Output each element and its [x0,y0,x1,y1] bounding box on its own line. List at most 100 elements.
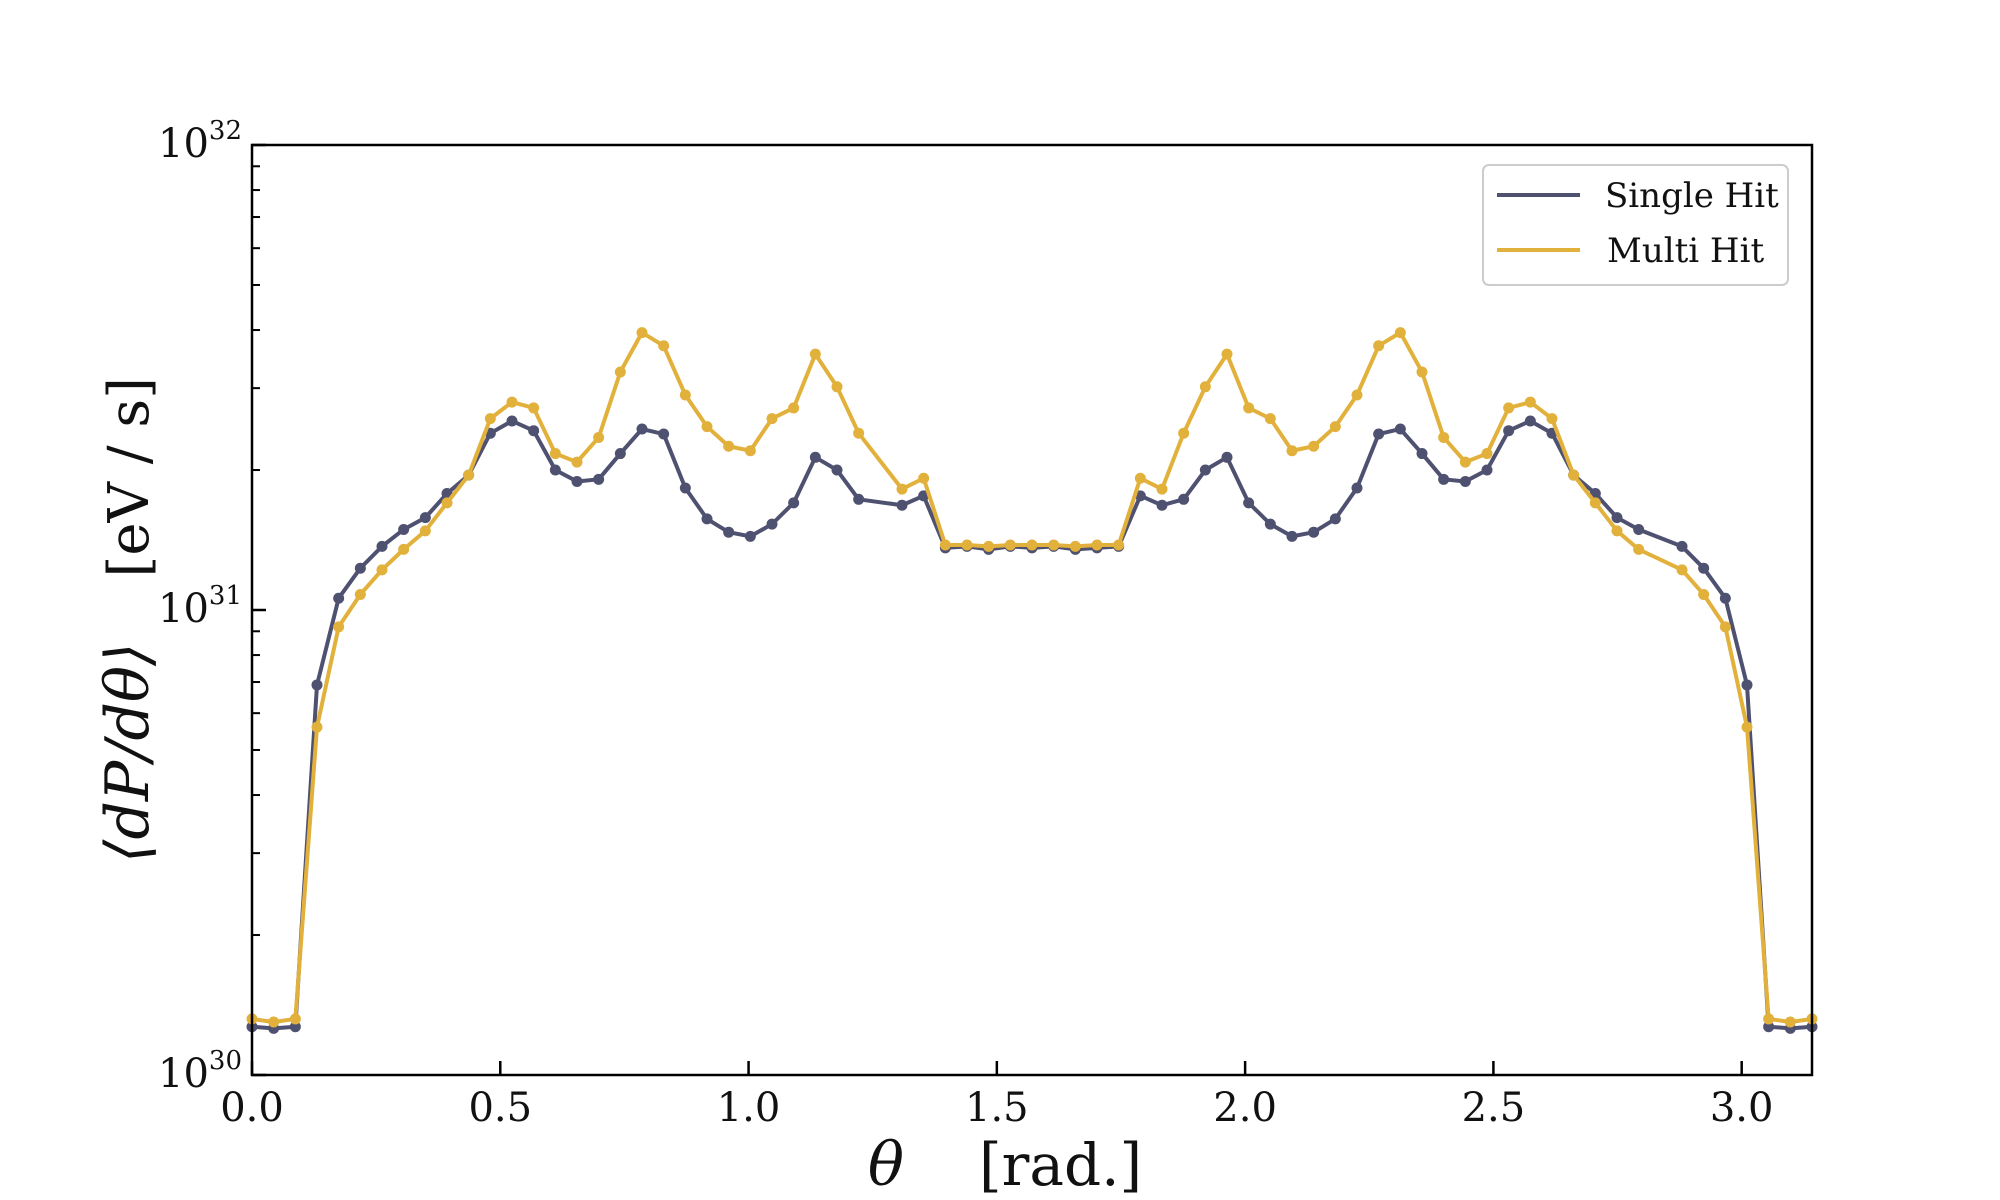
data-point-multi-hit [593,431,605,443]
data-point-single-hit [376,540,388,552]
data-point-multi-hit [983,540,995,552]
data-point-single-hit [311,679,323,691]
x-axis-unit: [rad.] [979,1131,1142,1199]
data-point-multi-hit [506,396,518,408]
data-point-single-hit [1633,523,1645,535]
data-point-single-hit [354,562,366,574]
data-point-multi-hit [614,366,626,378]
y-axis-unit: [eV / s] [97,377,162,577]
data-point-single-hit [1221,451,1233,463]
y-axis-symbol: ⟨dP/dθ⟩ [93,643,163,863]
data-point-multi-hit [636,327,648,339]
data-point-single-hit [1329,513,1341,525]
data-point-single-hit [658,428,670,440]
series-multi-hit [246,327,1818,1028]
x-tick-label: 1.0 [717,1085,781,1131]
x-tick-label: 1.5 [965,1085,1029,1131]
data-point-single-hit [1178,493,1190,505]
data-point-single-hit [1503,425,1515,437]
data-point-multi-hit [571,456,583,468]
data-point-multi-hit [528,402,540,414]
data-point-single-hit [679,482,691,494]
data-point-single-hit [571,475,583,487]
data-point-multi-hit [766,413,778,425]
data-point-multi-hit [354,588,366,600]
data-point-single-hit [896,499,908,511]
data-point-multi-hit [1156,483,1168,495]
data-point-multi-hit [1329,421,1341,433]
data-point-multi-hit [1069,540,1081,552]
legend-label-single-hit: Single Hit [1605,176,1779,216]
data-point-multi-hit [311,721,323,733]
data-point-single-hit [1741,679,1753,691]
data-point-multi-hit [1026,539,1038,551]
data-point-single-hit [1308,526,1320,538]
data-point-single-hit [1676,540,1688,552]
x-tick-label: 0.0 [220,1085,284,1131]
data-point-single-hit [1394,423,1406,435]
series-line-single-hit [251,418,1813,1031]
data-point-multi-hit [1416,366,1428,378]
data-point-single-hit [788,497,800,509]
data-point-multi-hit [1698,588,1710,600]
data-point-single-hit [1199,464,1211,476]
data-point-multi-hit [918,472,930,484]
y-tick-label: 1030 [158,1046,242,1097]
data-point-multi-hit [376,564,388,576]
data-point-multi-hit [441,497,453,509]
data-point-single-hit [1264,518,1276,530]
data-point-single-hit [1286,530,1298,542]
data-point-single-hit [744,530,756,542]
data-point-multi-hit [1719,621,1731,633]
data-point-multi-hit [1373,340,1385,352]
x-axis-symbol: θ [868,1130,904,1200]
data-point-single-hit [1156,499,1168,511]
data-point-single-hit [723,526,735,538]
x-tick-label: 2.0 [1213,1085,1277,1131]
data-point-single-hit [1459,475,1471,487]
data-point-single-hit [614,448,626,460]
data-point-multi-hit [1763,1013,1775,1025]
data-point-multi-hit [1568,469,1580,481]
data-point-single-hit [506,415,518,427]
data-point-multi-hit [1546,413,1558,425]
data-point-multi-hit [1589,497,1601,509]
data-point-multi-hit [463,469,475,481]
data-point-single-hit [1373,428,1385,440]
data-point-multi-hit [1741,721,1753,733]
data-point-single-hit [1763,1021,1775,1033]
legend-label-multi-hit: Multi Hit [1607,231,1764,271]
data-point-multi-hit [549,448,561,460]
data-point-multi-hit [484,413,496,425]
data-point-multi-hit [1178,427,1190,439]
data-point-single-hit [419,512,431,524]
data-point-multi-hit [939,539,951,551]
data-point-multi-hit [1611,525,1623,537]
data-point-multi-hit [1004,539,1016,551]
legend: Single Hit Multi Hit [1482,164,1789,286]
y-axis-label: ⟨dP/dθ⟩ [eV / s] [93,377,163,863]
axes: 0.0 0.5 1.0 1.5 2.0 2.5 3.0 1030 1031 1032 [158,116,1814,1131]
data-point-single-hit [809,451,821,463]
data-point-multi-hit [1308,440,1320,452]
data-point-single-hit [593,473,605,485]
data-point-multi-hit [1113,539,1125,551]
data-point-multi-hit [1438,431,1450,443]
data-point-single-hit [853,493,865,505]
data-point-single-hit [1243,497,1255,509]
data-point-multi-hit [268,1016,280,1028]
data-point-single-hit [766,518,778,530]
data-point-multi-hit [1633,543,1645,555]
data-point-single-hit [333,592,345,604]
data-point-multi-hit [1134,472,1146,484]
x-tick-label: 2.5 [1462,1085,1526,1131]
data-point-multi-hit [701,421,713,433]
data-point-multi-hit [1394,327,1406,339]
data-point-multi-hit [658,340,670,352]
data-point-single-hit [1351,482,1363,494]
data-point-multi-hit [744,445,756,457]
data-point-single-hit [1438,473,1450,485]
data-point-multi-hit [1481,448,1493,460]
data-point-multi-hit [419,525,431,537]
data-point-single-hit [1481,464,1493,476]
